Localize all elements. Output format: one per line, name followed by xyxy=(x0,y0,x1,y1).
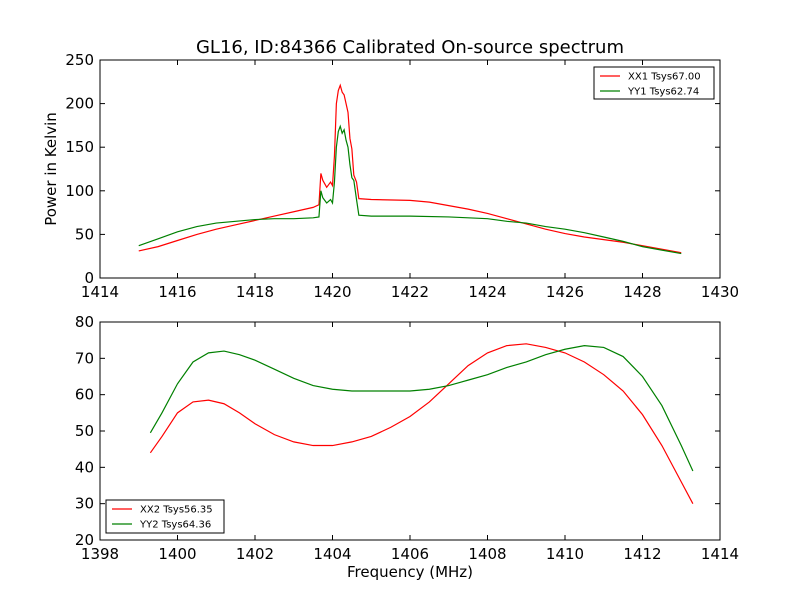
legend-box xyxy=(593,66,715,100)
x-tick-label: 1428 xyxy=(623,283,661,301)
x-tick-label: 1420 xyxy=(313,283,351,301)
y-axis-label: Power in Kelvin xyxy=(42,112,60,226)
y-tick-label: 30 xyxy=(75,495,94,513)
legend-entry: YY2 Tsys64.36 xyxy=(139,520,211,531)
y-tick-label: 250 xyxy=(65,51,94,69)
x-tick-label: 1416 xyxy=(158,283,196,301)
x-tick-label: 1414 xyxy=(701,545,739,563)
x-tick-label: 1430 xyxy=(701,283,739,301)
x-tick-label: 1414 xyxy=(81,283,119,301)
x-tick-label: 1418 xyxy=(236,283,274,301)
legend: XX2 Tsys56.35 YY2 Tsys64.36 xyxy=(105,499,225,534)
y-tick-label: 150 xyxy=(65,138,94,156)
legend-box xyxy=(105,499,225,534)
x-tick-label: 1412 xyxy=(623,545,661,563)
legend-entry: XX2 Tsys56.35 xyxy=(140,505,213,516)
y-tick-label: 20 xyxy=(75,531,94,549)
x-tick-label: 1426 xyxy=(546,283,584,301)
legend-entry: XX1 Tsys67.00 xyxy=(628,72,701,83)
y-tick-label: 200 xyxy=(65,95,94,113)
chart-panel-2: 1398 1400 1402 1404 1406 1408 1410 1412 1414 20 30… xyxy=(75,313,739,581)
y-tick-label: 50 xyxy=(75,225,94,243)
legend-entry: YY1 Tsys62.74 xyxy=(627,87,699,98)
x-axis-label: Frequency (MHz) xyxy=(347,563,473,581)
legend: XX1 Tsys67.00 YY1 Tsys62.74 xyxy=(593,66,715,100)
y-tick-label: 100 xyxy=(65,182,94,200)
y-tick-label: 60 xyxy=(75,386,94,404)
x-tick-label: 1410 xyxy=(546,545,584,563)
series-line-1-2 xyxy=(138,124,682,255)
series-line-1-1 xyxy=(138,83,682,254)
x-tick-label: 1398 xyxy=(81,545,119,563)
x-tick-label: 1404 xyxy=(313,545,351,563)
x-tick-label: 1422 xyxy=(391,283,429,301)
y-tick-label: 80 xyxy=(75,313,94,331)
x-tick-label: 1406 xyxy=(391,545,429,563)
x-tick-label: 1424 xyxy=(468,283,506,301)
x-tick-label: 1408 xyxy=(468,545,506,563)
series-line-2-2 xyxy=(149,345,694,472)
y-tick-label: 40 xyxy=(75,458,94,476)
x-tick-label: 1402 xyxy=(236,545,274,563)
y-tick-label: 0 xyxy=(84,269,94,287)
chart-panel-1: 1414 1416 1418 1420 1422 1424 1426 1428 1430 0 50 1… xyxy=(42,51,739,301)
y-tick-label: 70 xyxy=(75,349,94,367)
y-tick-label: 50 xyxy=(75,422,94,440)
series-line-2-1 xyxy=(149,343,694,504)
chart-title: GL16, ID:84366 Calibrated On-source spec… xyxy=(196,37,624,58)
x-tick-label: 1400 xyxy=(158,545,196,563)
